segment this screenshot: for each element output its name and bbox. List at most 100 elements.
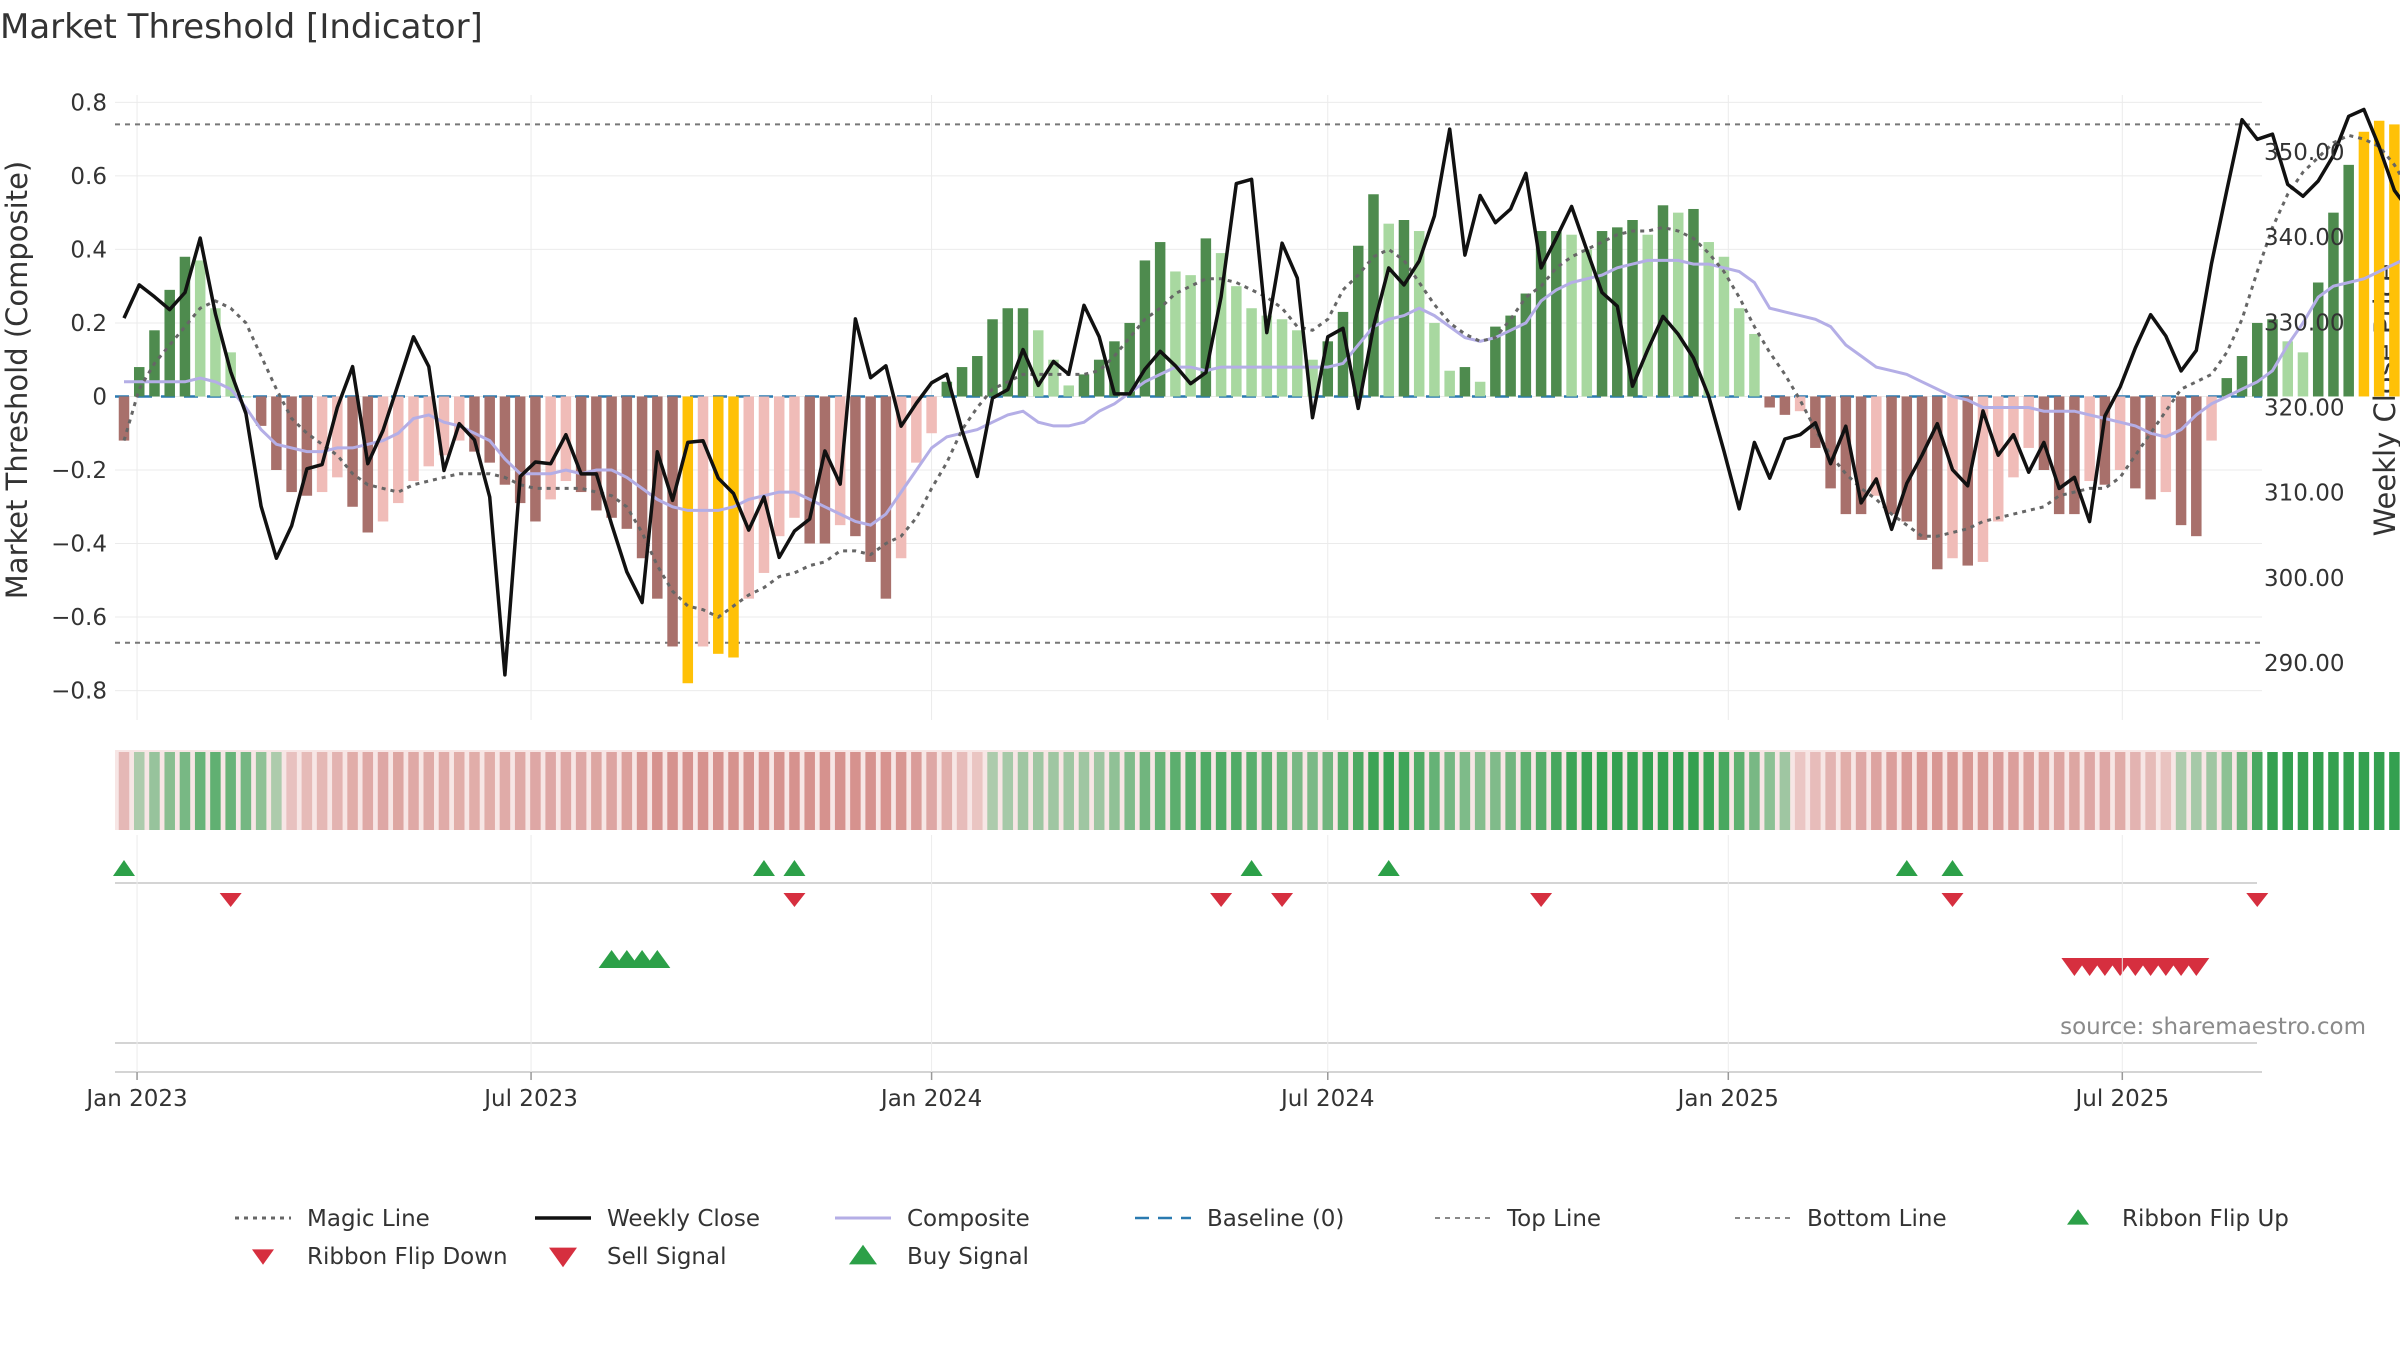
ribbon-cell — [2099, 752, 2111, 830]
ribbon-cell — [164, 752, 175, 830]
ribbon-cell — [1185, 752, 1196, 830]
composite-bar — [1505, 315, 1516, 397]
y-tick-label: −0.2 — [51, 458, 107, 484]
composite-bar — [377, 396, 389, 522]
composite-bar — [332, 396, 343, 478]
ribbon-cell — [1139, 752, 1151, 830]
ribbon-cell — [469, 752, 480, 830]
ribbon-cell — [1992, 752, 2004, 830]
composite-bar — [591, 396, 602, 511]
ribbon-cell — [2267, 752, 2278, 830]
y2-tick-label: 330.00 — [2264, 310, 2344, 336]
composite-bar — [2221, 378, 2233, 397]
ribbon-cell — [850, 752, 861, 830]
x-tick-label: Jul 2024 — [1279, 1086, 1375, 1112]
ribbon-cell — [453, 752, 465, 830]
ribbon-flip-down-marker — [783, 893, 806, 907]
y-tick-label: −0.8 — [51, 679, 107, 705]
legend-label: Composite — [907, 1206, 1030, 1232]
composite-bar — [956, 367, 968, 397]
composite-bar — [1063, 385, 1074, 397]
legend-swatch — [849, 1244, 877, 1265]
composite-bar — [1535, 231, 1547, 397]
composite-bar — [1901, 396, 1913, 522]
ribbon-cell — [1749, 752, 1760, 830]
ribbon-flip-up-marker — [783, 860, 806, 876]
composite-bar — [667, 396, 678, 647]
legend-swatch — [549, 1247, 577, 1268]
ribbon-cell — [1627, 752, 1638, 830]
ribbon-flip-down-marker — [219, 893, 242, 907]
x-axis: Jan 2023 Jul 2023 Jan 2024 Jul 2024 Jan 2025… — [84, 835, 2262, 1112]
ribbon-cell — [1596, 752, 1608, 830]
ribbon-cell — [1474, 752, 1486, 830]
composite-bar — [1185, 275, 1196, 397]
composite-bar — [2145, 396, 2156, 500]
ribbon-cell — [819, 752, 831, 830]
ribbon-flip-up-marker — [113, 860, 135, 876]
ribbon-cell — [560, 752, 572, 830]
ribbon-cell — [118, 752, 130, 830]
composite-bar — [2053, 396, 2065, 515]
composite-bar — [834, 396, 846, 526]
composite-bar — [423, 396, 435, 467]
ribbon-cell — [1337, 752, 1349, 830]
ribbon-cell — [2130, 752, 2141, 830]
composite-bar — [743, 396, 754, 599]
composite-bar — [240, 396, 252, 398]
composite-bar — [789, 396, 800, 518]
ribbon-cell — [1459, 752, 1471, 830]
ribbon-cell — [1932, 752, 1943, 830]
composite-bar — [1109, 341, 1120, 397]
ribbon-cell — [2191, 752, 2202, 830]
ribbon-cell — [362, 752, 374, 830]
composite-bar — [2373, 120, 2385, 397]
composite-bar — [1307, 359, 1318, 397]
composite-bar — [545, 396, 556, 500]
ribbon-cell — [926, 752, 937, 830]
ribbon-cell — [393, 752, 404, 830]
composite-bar — [2236, 356, 2248, 397]
ribbon-cell — [606, 752, 617, 830]
y-axis-label: Market Threshold (Composite) — [0, 161, 34, 599]
composite-bar — [316, 396, 328, 493]
ribbon-cell — [1078, 752, 1090, 830]
composite-bars — [118, 120, 2400, 684]
y-tick-label: 0.6 — [70, 164, 107, 190]
composite-bar — [1398, 220, 1410, 397]
composite-bar — [1977, 396, 1989, 562]
ribbon-cell — [972, 752, 983, 830]
composite-bar — [987, 319, 998, 397]
composite-bar — [2358, 131, 2370, 397]
composite-bar — [1703, 242, 1714, 397]
sell-signal-marker — [2183, 958, 2210, 976]
ribbon-cell — [1276, 752, 1288, 830]
composite-bar — [1200, 238, 1212, 397]
ribbon-cell — [1231, 752, 1242, 830]
composite-bar — [1672, 212, 1684, 397]
x-tick-label: Jul 2025 — [2073, 1086, 2169, 1112]
composite-bar — [408, 396, 419, 482]
ribbon-flip-down-marker — [1530, 893, 1553, 907]
composite-bar — [713, 396, 724, 654]
ribbon-cell — [1093, 752, 1105, 830]
composite-bar — [972, 356, 983, 397]
ribbon-cell — [545, 752, 556, 830]
ribbon-cell — [133, 752, 145, 830]
y2-axis-ticks: 350.00 340.00 330.00 320.00 310.00 300.00 290.… — [2264, 140, 2344, 677]
composite-bar — [1261, 315, 1273, 397]
ribbon-cell — [2358, 752, 2370, 830]
legend-label: Magic Line — [307, 1206, 430, 1232]
magic-line — [122, 133, 2400, 619]
composite-bar — [2099, 396, 2111, 485]
composite-bar — [2191, 396, 2202, 537]
ribbon-cell — [1535, 752, 1547, 830]
composite-bar — [1916, 396, 1928, 540]
ribbon-flip-up-marker — [1895, 860, 1918, 876]
ribbon-cell — [2053, 752, 2065, 830]
composite-bar — [2160, 396, 2172, 493]
ribbon-cell — [773, 752, 785, 830]
composite-bar — [1871, 396, 1882, 496]
ribbon-flip-down-marker — [2246, 893, 2269, 907]
ribbon-cell — [895, 752, 907, 830]
